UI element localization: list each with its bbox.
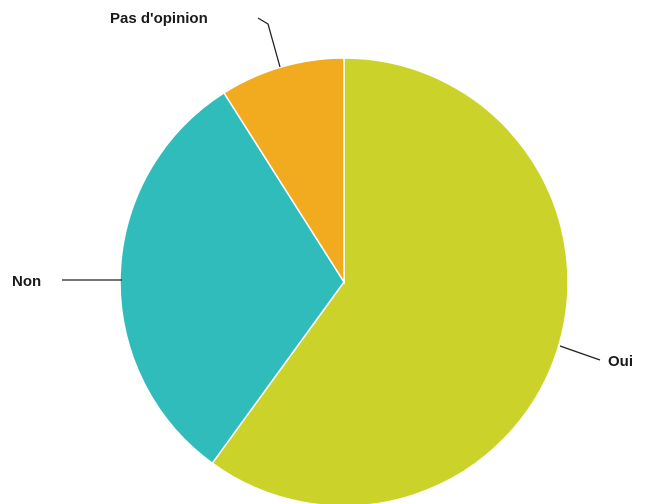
slice-label-pas-d-opinion: Pas d'opinion [110,10,208,27]
leader-line-pas-d-opinion [257,17,281,68]
slice-labels: Oui Non Pas d'opinion [12,10,633,370]
leader-line-oui [559,345,601,361]
pie-slice-pas-d-opinion [222,57,345,285]
pie-slice-oui [211,57,569,504]
pie-slices [119,57,569,504]
leader-lines [62,17,601,361]
pie-slice-non [119,91,345,465]
slice-label-non: Non [12,273,41,290]
slice-label-oui: Oui [608,353,633,370]
